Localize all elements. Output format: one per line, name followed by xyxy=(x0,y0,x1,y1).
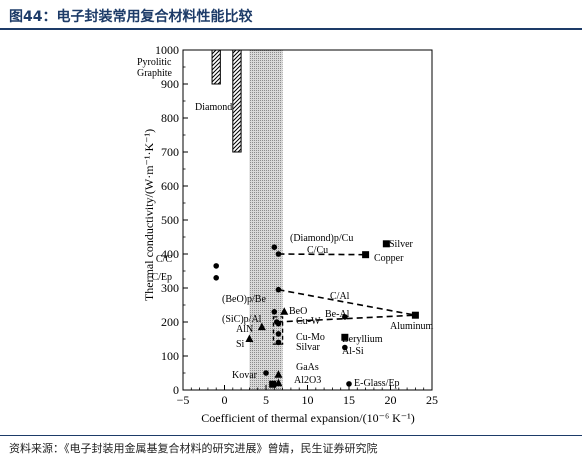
point-label: (SiC)p/Al xyxy=(222,314,262,325)
data-point-circle xyxy=(213,263,219,269)
point-label: Si xyxy=(236,339,245,350)
point-label: (BeO)p/Be xyxy=(222,294,266,305)
y-tick-label: 900 xyxy=(161,77,179,91)
material-bar xyxy=(211,49,221,85)
point-label: Cu-Mo xyxy=(296,332,325,343)
data-point-square xyxy=(362,251,370,259)
data-point-square xyxy=(341,333,349,341)
point-label: Diamond xyxy=(195,102,232,113)
title-rule xyxy=(0,28,582,30)
header: 图44：电子封装常用复合材料性能比较 xyxy=(0,0,582,30)
figure-title: 图44：电子封装常用复合材料性能比较 xyxy=(9,9,253,25)
point-label: AlN xyxy=(236,324,253,335)
point-label: Kovar xyxy=(232,370,258,381)
y-tick-label: 200 xyxy=(161,315,179,329)
y-tick-label: 700 xyxy=(161,145,179,159)
x-tick-label: 15 xyxy=(343,393,355,407)
x-tick-label: 5 xyxy=(263,393,269,407)
data-point-triangle xyxy=(274,370,283,378)
data-point-triangle xyxy=(280,307,289,315)
data-point-circle xyxy=(275,339,282,346)
data-point-circle xyxy=(275,320,282,327)
y-tick-label: 600 xyxy=(161,179,179,193)
point-label: Al2O3 xyxy=(294,375,321,386)
material-bar xyxy=(232,49,242,153)
y-tick-label: 400 xyxy=(161,247,179,261)
data-point-triangle xyxy=(245,334,254,342)
dashed-connector xyxy=(278,288,416,316)
data-point-circle xyxy=(271,244,278,250)
y-tick-label: 1000 xyxy=(155,43,179,57)
point-label: C/Cu xyxy=(307,245,328,256)
y-tick-label: 0 xyxy=(173,383,179,397)
y-tick-label: 500 xyxy=(161,213,179,227)
point-label: BeO xyxy=(289,306,307,317)
point-label: C/Ep xyxy=(151,272,172,283)
point-label: Cu-W xyxy=(296,316,321,327)
point-label: Silvar xyxy=(296,342,321,353)
dashed-connector xyxy=(278,253,366,256)
data-point-circle xyxy=(346,381,352,387)
data-point-circle xyxy=(275,286,282,293)
point-label: Al-Si xyxy=(342,346,364,357)
data-point-circle xyxy=(271,309,278,315)
x-tick-label: 25 xyxy=(426,393,438,407)
data-point-circle xyxy=(342,344,348,351)
scatter-chart: −5 0 5 10 15 20 250100200300400500600700800900… xyxy=(137,43,438,425)
point-label: Silver xyxy=(389,239,414,250)
point-label: Graphite xyxy=(137,68,173,79)
point-label: Copper xyxy=(374,253,404,264)
x-tick-label: 0 xyxy=(222,393,228,407)
data-point-circle xyxy=(213,275,219,281)
point-label: C/Al xyxy=(330,291,350,302)
y-tick-label: 800 xyxy=(161,111,179,125)
data-point-circle xyxy=(263,370,269,376)
point-label: (Diamond)p/Cu xyxy=(290,233,353,244)
x-tick-label: −5 xyxy=(177,393,190,407)
data-point-triangle xyxy=(257,322,266,331)
composite-cluster-outline xyxy=(272,316,284,345)
y-axis-label: Thermal conductivity/(W·m⁻¹·K⁻¹) xyxy=(142,129,156,301)
y-tick-label: 100 xyxy=(161,349,179,363)
data-point-square xyxy=(269,380,277,388)
point-label: E-Glass/Ep xyxy=(354,378,400,389)
x-tick-label: 20 xyxy=(385,393,397,407)
matching-cte-band xyxy=(249,50,283,390)
point-label: GaAs xyxy=(296,362,319,373)
data-point-square xyxy=(411,311,419,319)
source-note: 资料来源：《电子封装用金属基复合材料的研究进展》曾婧，民生证券研究院 xyxy=(9,442,378,455)
point-label: Be-Al xyxy=(325,309,350,320)
x-tick-label: 10 xyxy=(302,393,314,407)
footer-rule xyxy=(0,435,582,436)
data-point-circle xyxy=(275,251,282,257)
point-label: C/C xyxy=(156,254,172,265)
point-label: Pyrolitic xyxy=(137,57,172,68)
dashed-connector xyxy=(276,314,416,323)
point-label: Beryllium xyxy=(342,334,383,345)
point-label: Aluminum xyxy=(390,321,434,332)
x-axis-label: Coefficient of thermal expansion/(10⁻⁶ K… xyxy=(201,411,415,425)
data-point-circle xyxy=(275,331,282,337)
y-tick-label: 300 xyxy=(161,281,179,295)
data-point-triangle xyxy=(274,378,283,387)
data-point-square xyxy=(382,240,390,248)
data-point-circle xyxy=(342,314,348,320)
